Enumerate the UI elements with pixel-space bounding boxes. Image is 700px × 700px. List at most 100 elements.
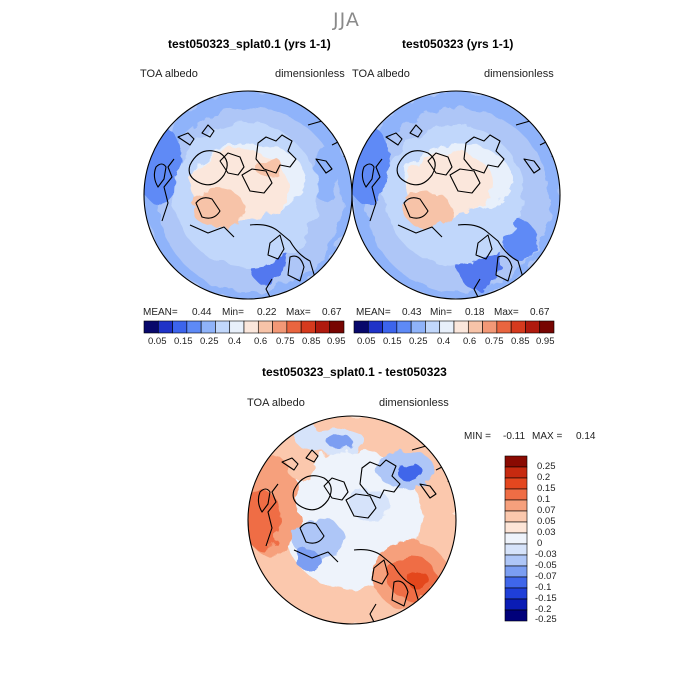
colorbar-swatch xyxy=(504,466,528,479)
panel2-variable-label: TOA albedo xyxy=(352,68,410,80)
colorbar-swatch xyxy=(382,320,398,334)
difference-map xyxy=(248,416,456,624)
panel2-cb-tick: 0.95 xyxy=(536,336,555,347)
panel1-min-label: Min= xyxy=(222,307,244,318)
colorbar-swatch xyxy=(200,320,216,334)
difference-cb-tick: 0.07 xyxy=(537,505,556,516)
difference-cb-tick: -0.1 xyxy=(535,582,552,593)
panel2-min-value: 0.18 xyxy=(465,307,485,318)
difference-cb-tick: 0.15 xyxy=(537,483,556,494)
colorbar-swatch xyxy=(504,455,528,468)
panel1-variable-label: TOA albedo xyxy=(140,68,198,80)
panel1-cb-tick: 0.25 xyxy=(200,336,219,347)
panel2-cb-tick: 0.6 xyxy=(463,336,477,347)
colorbar-swatch xyxy=(410,320,426,334)
colorbar-swatch xyxy=(257,320,273,334)
colorbar-swatch xyxy=(229,320,245,334)
colorbar-swatch xyxy=(504,576,528,589)
difference-cb-tick: 0.03 xyxy=(537,527,556,538)
panel1-cb-tick: 0.85 xyxy=(302,336,321,347)
panel2-cb-tick: 0.05 xyxy=(357,336,376,347)
colorbar-swatch xyxy=(353,320,369,334)
season-title: JJA xyxy=(333,9,360,31)
panel2-cb-tick: 0.15 xyxy=(383,336,402,347)
panel2-units-label: dimensionless xyxy=(484,68,554,80)
panel2-cb-tick: 0.4 xyxy=(437,336,451,347)
colorbar-swatch xyxy=(510,320,526,334)
colorbar-swatch xyxy=(243,320,259,334)
colorbar-swatch xyxy=(300,320,316,334)
difference-cb-tick: 0.1 xyxy=(537,494,551,505)
colorbar-swatch xyxy=(504,565,528,578)
colorbar-swatch xyxy=(453,320,469,334)
difference-min-label: MIN = xyxy=(464,431,491,442)
colorbar-swatch xyxy=(482,320,498,334)
panel2-mean-label: MEAN= xyxy=(356,307,391,318)
colorbar-swatch xyxy=(504,521,528,534)
colorbar-swatch xyxy=(157,320,173,334)
difference-cb-tick: 0.2 xyxy=(537,472,551,483)
colorbar-swatch xyxy=(172,320,188,334)
panel1-mean-label: MEAN= xyxy=(143,307,178,318)
colorbar-swatch xyxy=(504,510,528,523)
panel1-max-label: Max= xyxy=(286,307,311,318)
difference-cb-tick: -0.2 xyxy=(535,604,552,615)
colorbar-swatch xyxy=(496,320,512,334)
colorbar-swatch xyxy=(425,320,441,334)
difference-max-label: MAX = xyxy=(532,431,563,442)
difference-units-label: dimensionless xyxy=(379,397,449,409)
colorbar-swatch xyxy=(315,320,331,334)
panel1-mean-value: 0.44 xyxy=(192,307,212,318)
panel1-cb-tick: 0.95 xyxy=(327,336,346,347)
colorbar-swatch xyxy=(215,320,231,334)
panel2-mean-value: 0.43 xyxy=(402,307,422,318)
colorbar-swatch xyxy=(272,320,288,334)
colorbar-swatch xyxy=(329,320,345,334)
panel1-title: test050323_splat0.1 (yrs 1-1) xyxy=(168,37,331,51)
panel1-min-value: 0.22 xyxy=(257,307,277,318)
panel1-cb-tick: 0.75 xyxy=(276,336,295,347)
difference-colorbar xyxy=(504,455,528,622)
colorbar-swatch xyxy=(504,554,528,567)
difference-cb-tick: -0.07 xyxy=(535,571,557,582)
panel1-colorbar xyxy=(143,320,345,334)
colorbar-swatch xyxy=(504,488,528,501)
colorbar-swatch xyxy=(525,320,541,334)
colorbar-swatch xyxy=(504,609,528,622)
difference-cb-tick: -0.15 xyxy=(535,593,557,604)
colorbar-swatch xyxy=(504,477,528,490)
colorbar-swatch xyxy=(286,320,302,334)
colorbar-swatch xyxy=(186,320,202,334)
colorbar-swatch xyxy=(504,543,528,556)
colorbar-swatch xyxy=(539,320,555,334)
panel2-cb-tick: 0.85 xyxy=(511,336,530,347)
panel2-map xyxy=(352,91,560,299)
panel1-map xyxy=(144,91,352,299)
panel1-cb-tick: 0.4 xyxy=(228,336,242,347)
colorbar-swatch xyxy=(467,320,483,334)
panel2-max-value: 0.67 xyxy=(530,307,550,318)
difference-cb-tick: -0.25 xyxy=(535,614,557,625)
difference-cb-tick: 0.25 xyxy=(537,461,556,472)
panel2-max-label: Max= xyxy=(494,307,519,318)
difference-cb-tick: 0 xyxy=(537,538,543,549)
difference-cb-tick: -0.05 xyxy=(535,560,557,571)
colorbar-swatch xyxy=(504,532,528,545)
difference-cb-tick: -0.03 xyxy=(535,549,557,560)
panel2-colorbar xyxy=(353,320,555,334)
difference-cb-tick: 0.05 xyxy=(537,516,556,527)
panel1-cb-tick: 0.05 xyxy=(148,336,167,347)
difference-max-value: 0.14 xyxy=(576,431,596,442)
difference-min-value: -0.11 xyxy=(503,431,526,442)
panel1-cb-tick: 0.6 xyxy=(254,336,268,347)
colorbar-swatch xyxy=(396,320,412,334)
panel1-max-value: 0.67 xyxy=(322,307,342,318)
panel2-min-label: Min= xyxy=(430,307,452,318)
panel2-cb-tick: 0.25 xyxy=(409,336,428,347)
panel2-title: test050323 (yrs 1-1) xyxy=(402,37,514,51)
difference-title: test050323_splat0.1 - test050323 xyxy=(262,365,447,379)
panel1-cb-tick: 0.15 xyxy=(174,336,193,347)
colorbar-swatch xyxy=(504,587,528,600)
panel2-cb-tick: 0.75 xyxy=(485,336,504,347)
